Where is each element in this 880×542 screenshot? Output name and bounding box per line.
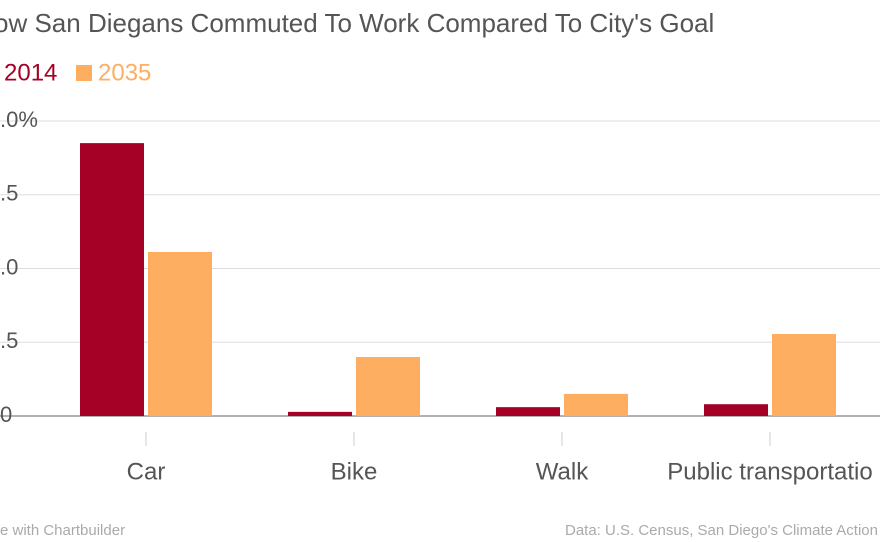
x-tick-label: Bike: [331, 458, 378, 485]
bar: [496, 407, 560, 416]
y-tick-label: .0%: [0, 107, 38, 132]
legend-label: 2035: [98, 59, 151, 86]
x-tick-label: Public transportatio: [667, 458, 872, 485]
y-tick-label: .5: [0, 181, 18, 206]
y-tick-label: .5: [0, 328, 18, 353]
legend-swatch: [76, 65, 92, 81]
source: Data: U.S. Census, San Diego's Climate A…: [565, 522, 878, 539]
y-tick-label: 0: [0, 402, 12, 427]
bar: [772, 333, 836, 416]
bar: [356, 357, 420, 416]
legend-label: 2014: [4, 59, 57, 86]
bar: [80, 143, 144, 416]
credit: e with Chartbuilder: [0, 522, 125, 539]
bar: [704, 404, 768, 416]
bar: [148, 251, 212, 416]
x-tick-label: Car: [127, 458, 166, 485]
bar: [564, 393, 628, 416]
y-tick-label: .0: [0, 254, 18, 279]
bar: [288, 411, 352, 416]
x-tick-label: Walk: [536, 458, 589, 485]
chart-title: ow San Diegans Commuted To Work Compared…: [0, 8, 714, 38]
